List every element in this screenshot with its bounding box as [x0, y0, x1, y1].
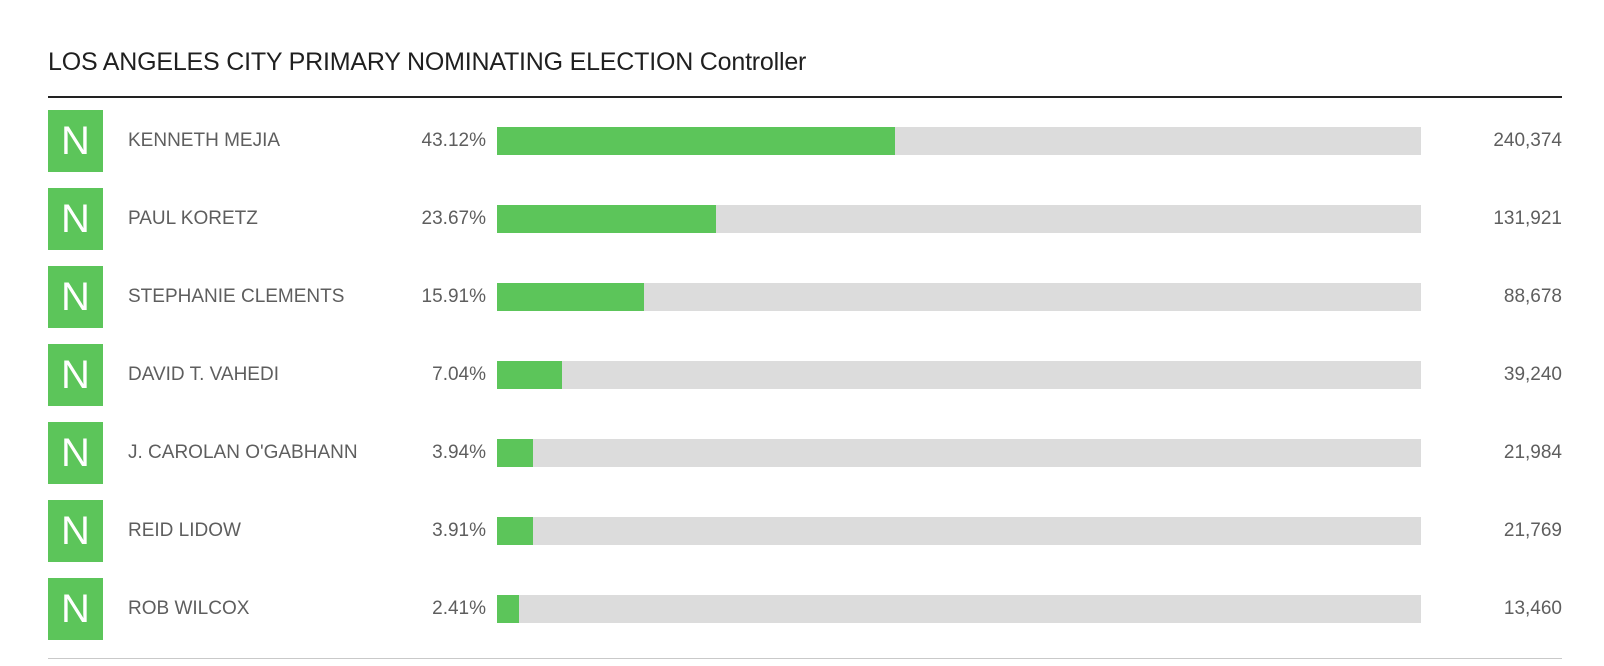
party-badge: N — [48, 266, 103, 328]
candidate-name: REID LIDOW — [128, 520, 241, 541]
party-badge: N — [48, 110, 103, 172]
bar-track — [497, 127, 1421, 155]
page-title: LOS ANGELES CITY PRIMARY NOMINATING ELEC… — [48, 48, 807, 76]
party-badge: N — [48, 344, 103, 406]
candidate-row: N KENNETH MEJIA 43.12% 240,374 — [0, 110, 1604, 172]
vote-percentage: 15.91% — [421, 286, 486, 307]
candidate-name: STEPHANIE CLEMENTS — [128, 286, 345, 307]
candidate-row: N J. CAROLAN O'GABHANN 3.94% 21,984 — [0, 422, 1604, 484]
candidate-row: N ROB WILCOX 2.41% 13,460 — [0, 578, 1604, 640]
candidate-name: J. CAROLAN O'GABHANN — [128, 442, 358, 463]
candidate-row: N REID LIDOW 3.91% 21,769 — [0, 500, 1604, 562]
bar-fill — [497, 361, 562, 389]
party-badge: N — [48, 500, 103, 562]
vote-count: 21,769 — [1503, 520, 1562, 541]
bar-fill — [497, 517, 533, 545]
vote-percentage: 3.94% — [432, 442, 486, 463]
candidate-row: N PAUL KORETZ 23.67% 131,921 — [0, 188, 1604, 250]
candidate-name: DAVID T. VAHEDI — [128, 364, 279, 385]
party-badge: N — [48, 578, 103, 640]
vote-count: 240,374 — [1493, 130, 1562, 151]
bar-fill — [497, 127, 895, 155]
bar-track — [497, 439, 1421, 467]
vote-percentage: 43.12% — [421, 130, 486, 151]
candidate-name: ROB WILCOX — [128, 598, 250, 619]
candidate-row: N DAVID T. VAHEDI 7.04% 39,240 — [0, 344, 1604, 406]
bar-fill — [497, 439, 533, 467]
vote-percentage: 2.41% — [432, 598, 486, 619]
vote-count: 88,678 — [1503, 286, 1562, 307]
vote-count: 13,460 — [1503, 598, 1562, 619]
vote-count: 39,240 — [1503, 364, 1562, 385]
bottom-divider — [48, 658, 1562, 659]
bar-fill — [497, 595, 519, 623]
vote-percentage: 7.04% — [432, 364, 486, 385]
vote-count: 131,921 — [1493, 208, 1562, 229]
vote-percentage: 3.91% — [432, 520, 486, 541]
bar-fill — [497, 283, 644, 311]
candidate-name: KENNETH MEJIA — [128, 130, 281, 151]
party-badge: N — [48, 188, 103, 250]
title-divider — [48, 96, 1562, 98]
candidate-name: PAUL KORETZ — [128, 208, 258, 229]
party-badge: N — [48, 422, 103, 484]
bar-track — [497, 517, 1421, 545]
bar-track — [497, 205, 1421, 233]
vote-percentage: 23.67% — [421, 208, 486, 229]
bar-track — [497, 361, 1421, 389]
vote-count: 21,984 — [1503, 442, 1562, 463]
bar-track — [497, 595, 1421, 623]
bar-fill — [497, 205, 716, 233]
candidate-row: N STEPHANIE CLEMENTS 15.91% 88,678 — [0, 266, 1604, 328]
bar-track — [497, 283, 1421, 311]
